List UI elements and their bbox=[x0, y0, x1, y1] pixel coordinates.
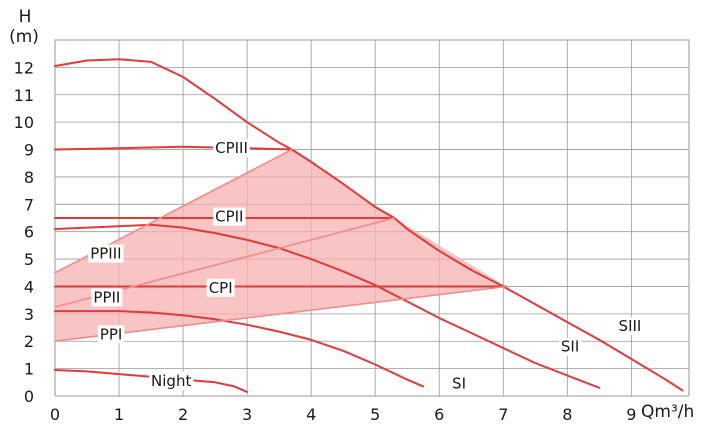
y-tick-label-6: 6 bbox=[24, 223, 34, 242]
x-tick-label-1: 1 bbox=[114, 405, 124, 424]
y-tick-label-0: 0 bbox=[24, 387, 34, 406]
x-axis-label: Qm³/h bbox=[641, 402, 694, 422]
y-tick-label-1: 1 bbox=[24, 360, 34, 379]
curve-label-text-cpii: CPII bbox=[215, 208, 243, 226]
series-cpiii-line bbox=[54, 145, 293, 151]
curve-label-bg-cpi bbox=[206, 278, 235, 297]
x-tick-label-0: 0 bbox=[50, 405, 60, 424]
curve-label-text-ppi: PPI bbox=[100, 325, 123, 343]
y-tick-label-5: 5 bbox=[24, 250, 34, 269]
x-tick-label-9: 9 bbox=[626, 405, 636, 424]
curve-label-bg-siii bbox=[616, 317, 644, 336]
curve-label-bg-ppii bbox=[91, 288, 123, 307]
curve-label-si: SI bbox=[450, 374, 469, 393]
shaded-operating-area bbox=[55, 149, 507, 342]
y-axis-unit: (m) bbox=[9, 27, 39, 47]
y-tick-label-12: 12 bbox=[14, 58, 34, 77]
shaded-region bbox=[55, 149, 507, 342]
x-tick-label-5: 5 bbox=[370, 405, 380, 424]
curve-label-ppii: PPII bbox=[91, 288, 123, 307]
x-tick-label-7: 7 bbox=[498, 405, 508, 424]
x-tick-label-2: 2 bbox=[178, 405, 188, 424]
curve-label-text-night: Night bbox=[151, 372, 191, 390]
y-tick-label-3: 3 bbox=[24, 305, 34, 324]
y-tick-label-9: 9 bbox=[24, 141, 34, 160]
curve-label-cpiii: CPIII bbox=[213, 139, 250, 158]
curve-label-cpi: CPI bbox=[206, 278, 235, 297]
y-tick-label-4: 4 bbox=[24, 277, 34, 296]
curve-label-text-cpi: CPI bbox=[209, 279, 233, 297]
curve-label-bg-si bbox=[450, 374, 469, 393]
y-tick-label-11: 11 bbox=[14, 86, 34, 105]
curve-label-night: Night bbox=[149, 371, 194, 390]
curve-labels: CPIII CPII CPI PPIII PPII PPI SIII SII SI Night bbox=[88, 139, 644, 393]
curve-label-ppiii: PPIII bbox=[88, 244, 124, 263]
curve-label-text-sii: SII bbox=[561, 338, 579, 356]
series-ppi-line bbox=[54, 285, 508, 343]
x-tick-label-8: 8 bbox=[562, 405, 572, 424]
x-tick-label-3: 3 bbox=[242, 405, 252, 424]
y-tick-label-2: 2 bbox=[24, 332, 34, 351]
y-axis-label: H bbox=[19, 7, 32, 27]
y-tick-label-8: 8 bbox=[24, 168, 34, 187]
curve-label-text-si: SI bbox=[452, 375, 466, 393]
curve-label-text-ppii: PPII bbox=[93, 288, 120, 306]
x-tick-label-6: 6 bbox=[434, 405, 444, 424]
curve-label-bg-cpii bbox=[213, 207, 246, 226]
curve-label-text-cpiii: CPIII bbox=[215, 139, 248, 157]
curve-label-bg-ppiii bbox=[88, 244, 124, 263]
curve-label-bg-cpiii bbox=[213, 139, 250, 158]
curve-label-bg-sii bbox=[558, 337, 582, 356]
curve-label-text-siii: SIII bbox=[619, 317, 642, 335]
y-tick-label-7: 7 bbox=[24, 195, 34, 214]
curve-label-sii: SII bbox=[558, 337, 582, 356]
curve-label-ppi: PPI bbox=[97, 325, 125, 344]
y-tick-label-10: 10 bbox=[14, 113, 34, 132]
x-tick-label-4: 4 bbox=[306, 405, 316, 424]
curve-label-bg-night bbox=[149, 371, 194, 390]
series-si-line bbox=[54, 310, 425, 388]
series-siii-line bbox=[54, 58, 684, 392]
curve-label-siii: SIII bbox=[616, 317, 644, 336]
curve-label-bg-ppi bbox=[97, 325, 125, 344]
curve-label-cpii: CPII bbox=[213, 207, 246, 226]
curve-label-text-ppiii: PPIII bbox=[90, 245, 121, 263]
